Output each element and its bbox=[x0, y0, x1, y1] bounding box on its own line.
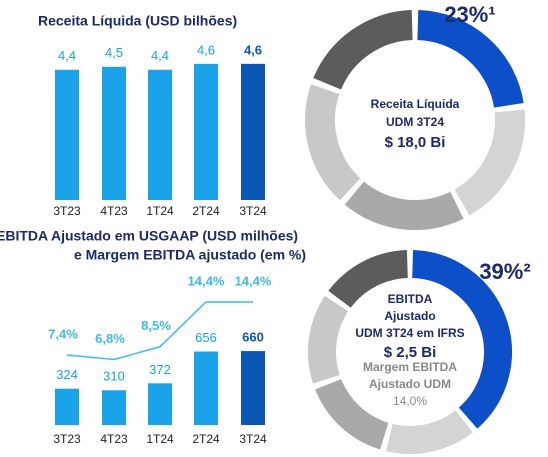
bar-value-label: 4,4 bbox=[58, 48, 76, 63]
donut-center-text: $ 18,0 Bi bbox=[385, 134, 446, 151]
bar-value-label: 4,4 bbox=[151, 48, 169, 63]
chart-title: EBITDA Ajustado em USGAAP (USD milhões) bbox=[0, 228, 298, 244]
bar-value-label: 4,6 bbox=[197, 42, 215, 57]
bar-value-label: 372 bbox=[149, 362, 171, 377]
donut-center-text: EBITDA bbox=[388, 292, 433, 306]
donut-value-label: 39%² bbox=[479, 259, 530, 284]
line-value-label: 6,8% bbox=[95, 331, 125, 346]
donut-rest-segment bbox=[454, 109, 525, 216]
bar bbox=[55, 69, 79, 200]
donut-rest-segment bbox=[308, 295, 349, 384]
x-tick-label: 1T24 bbox=[146, 432, 174, 446]
donut-center-text: $ 2,5 Bi bbox=[384, 344, 437, 361]
donut-center-text: Ajustado UDM bbox=[369, 377, 451, 391]
donut-rest-segment bbox=[305, 84, 361, 201]
line-value-label: 7,4% bbox=[48, 326, 78, 341]
bar-value-label: 310 bbox=[103, 369, 125, 384]
x-tick-label: 4T23 bbox=[100, 204, 128, 218]
bar bbox=[148, 69, 172, 200]
donut-rest-segment bbox=[386, 410, 473, 454]
donut-center-text: Ajustado bbox=[384, 309, 435, 323]
line-value-label: 8,5% bbox=[141, 318, 171, 333]
donut-segment bbox=[411, 250, 512, 429]
donut-rest-segment bbox=[328, 250, 409, 309]
x-tick-label: 3T24 bbox=[239, 204, 267, 218]
donut-center-text: UDM 3T24 bbox=[386, 115, 444, 129]
donut-center-text: 14,0% bbox=[393, 394, 427, 408]
line-value-label: 14,4% bbox=[235, 273, 272, 288]
chart-title: e Margem EBITDA ajustado (em %) bbox=[74, 247, 306, 263]
x-tick-label: 3T23 bbox=[53, 204, 81, 218]
bar-value-label: 656 bbox=[195, 330, 217, 345]
donut-center-text: UDM 3T24 em IFRS bbox=[355, 326, 464, 340]
donut-value-label: 23%¹ bbox=[444, 2, 495, 27]
donut-center-text: Receita Líquida bbox=[371, 97, 460, 111]
bar bbox=[241, 351, 265, 425]
bar-value-label: 660 bbox=[242, 330, 264, 345]
margin-line bbox=[66, 301, 253, 361]
bar bbox=[148, 383, 172, 425]
x-tick-label: 4T23 bbox=[100, 432, 128, 446]
bar bbox=[102, 66, 126, 200]
donut-center-text: Margem EBITDA bbox=[363, 360, 457, 374]
x-tick-label: 2T24 bbox=[192, 204, 220, 218]
donut-segment bbox=[416, 10, 524, 109]
chart-title: Receita Líquida (USD bilhões) bbox=[38, 13, 237, 29]
bar bbox=[194, 351, 218, 425]
x-tick-label: 3T23 bbox=[53, 432, 81, 446]
bar bbox=[241, 63, 265, 201]
x-tick-label: 2T24 bbox=[192, 432, 220, 446]
bar bbox=[102, 390, 126, 425]
bar-value-label: 4,6 bbox=[244, 42, 262, 57]
bar bbox=[55, 388, 79, 425]
line-value-label: 14,4% bbox=[188, 273, 225, 288]
donut-rest-segment bbox=[344, 181, 464, 230]
donut-rest-segment bbox=[315, 378, 389, 450]
bar-value-label: 4,5 bbox=[105, 45, 123, 60]
bar-value-label: 324 bbox=[56, 367, 78, 382]
bar bbox=[194, 63, 218, 201]
x-tick-label: 1T24 bbox=[146, 204, 174, 218]
donut-rest-segment bbox=[313, 10, 414, 90]
x-tick-label: 3T24 bbox=[239, 432, 267, 446]
